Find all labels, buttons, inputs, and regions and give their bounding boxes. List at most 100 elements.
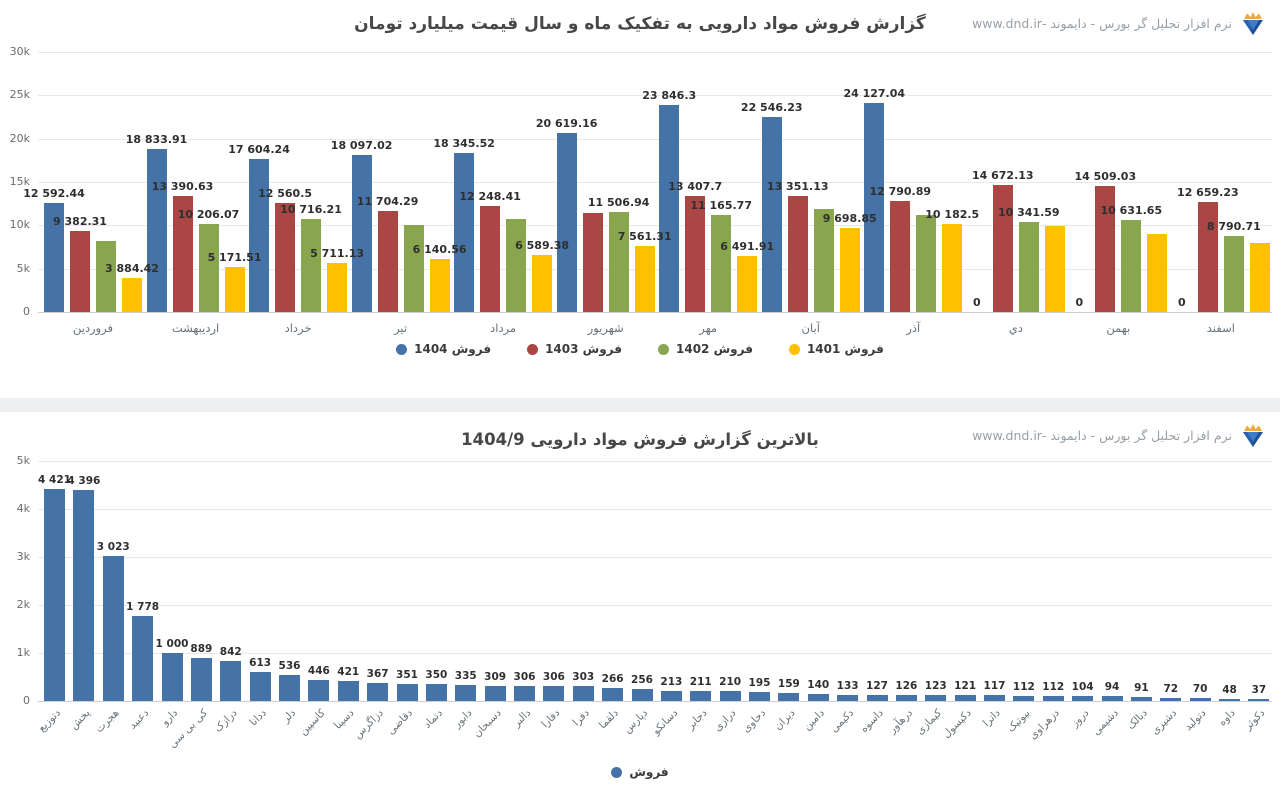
bar[interactable] <box>866 695 888 701</box>
bar[interactable] <box>190 658 212 701</box>
bar[interactable] <box>659 105 680 312</box>
bar[interactable] <box>572 686 594 701</box>
bar[interactable] <box>608 212 629 312</box>
bar[interactable] <box>102 556 124 701</box>
bar[interactable] <box>198 224 219 312</box>
legend-item[interactable]: فروش 1402 <box>658 342 753 356</box>
bar[interactable] <box>711 215 732 312</box>
bar-value-label: 0 <box>972 296 981 309</box>
bar[interactable] <box>249 159 270 312</box>
bar-value-label: 889 <box>190 643 213 655</box>
bar[interactable] <box>1160 698 1182 701</box>
bar[interactable] <box>1044 226 1065 312</box>
bar[interactable] <box>749 692 770 701</box>
bar[interactable] <box>807 694 829 701</box>
bar[interactable] <box>1197 202 1218 312</box>
bar[interactable] <box>506 219 527 312</box>
bar[interactable] <box>44 489 65 701</box>
bar[interactable] <box>224 267 245 312</box>
legend-label: فروش 1402 <box>676 342 753 356</box>
bar[interactable] <box>146 149 167 312</box>
bar[interactable] <box>275 203 296 312</box>
bar[interactable] <box>631 689 653 701</box>
bar[interactable] <box>890 201 911 312</box>
bar[interactable] <box>308 680 330 701</box>
bar[interactable] <box>249 672 271 701</box>
bar[interactable] <box>1249 243 1270 312</box>
bar[interactable] <box>942 224 963 312</box>
bar[interactable] <box>839 228 860 312</box>
legend-item[interactable]: فروش 1403 <box>527 342 622 356</box>
bar[interactable] <box>172 196 193 312</box>
bar[interactable] <box>220 661 242 701</box>
bar[interactable] <box>660 691 682 701</box>
bar[interactable] <box>719 691 741 701</box>
bar[interactable] <box>916 215 937 312</box>
bar[interactable] <box>984 695 1005 701</box>
bar[interactable] <box>44 203 64 312</box>
bar[interactable] <box>73 490 95 701</box>
bar[interactable] <box>351 155 372 312</box>
category-group: 303 دفرا <box>570 461 594 729</box>
bar[interactable] <box>992 185 1013 312</box>
bar[interactable] <box>634 246 655 312</box>
bar[interactable] <box>761 117 782 312</box>
bar[interactable] <box>787 196 808 312</box>
bar-cell: 14 509.03 <box>1075 52 1136 312</box>
bar[interactable] <box>602 688 624 701</box>
bar[interactable] <box>556 133 577 312</box>
y-axis-tick-label: 4k <box>16 502 30 515</box>
bar[interactable] <box>778 693 800 701</box>
bar[interactable] <box>425 684 447 701</box>
bar[interactable] <box>1147 234 1168 312</box>
bar[interactable] <box>279 675 300 701</box>
bar[interactable] <box>301 219 322 312</box>
legend-item[interactable]: فروش 1404 <box>396 342 491 356</box>
bar[interactable] <box>1042 696 1064 701</box>
bar[interactable] <box>1223 236 1244 312</box>
bar[interactable] <box>1121 220 1142 312</box>
bar[interactable] <box>837 695 859 701</box>
bar[interactable] <box>377 211 398 312</box>
bar[interactable] <box>685 196 706 312</box>
x-axis-label: اردیبهشت <box>171 321 220 335</box>
bar[interactable] <box>895 695 917 701</box>
bar[interactable] <box>1101 696 1123 701</box>
bar[interactable] <box>582 213 603 312</box>
bar[interactable] <box>532 255 553 312</box>
bar[interactable] <box>161 653 183 701</box>
bar[interactable] <box>403 225 424 312</box>
bar[interactable] <box>737 256 758 312</box>
bar[interactable] <box>514 686 535 701</box>
legend-item[interactable]: فروش 1401 <box>788 342 884 356</box>
bar[interactable] <box>543 686 565 701</box>
bar[interactable] <box>484 686 506 701</box>
bar[interactable] <box>327 263 348 312</box>
bar[interactable] <box>454 153 475 312</box>
bar[interactable] <box>480 206 501 312</box>
bar[interactable] <box>864 103 885 312</box>
bar[interactable] <box>367 683 389 701</box>
bar[interactable] <box>1013 696 1035 701</box>
bar[interactable] <box>96 241 116 312</box>
bar[interactable] <box>1189 698 1211 701</box>
bar[interactable] <box>1072 696 1094 701</box>
bar[interactable] <box>813 209 834 312</box>
bar[interactable] <box>925 695 947 701</box>
bar[interactable] <box>70 231 90 312</box>
category-group: 0 14 509.03 10 631.65 بهمن <box>1069 52 1168 335</box>
bar[interactable] <box>1018 222 1039 312</box>
bar[interactable] <box>1130 697 1152 701</box>
bar[interactable] <box>429 259 450 312</box>
bar[interactable] <box>337 681 359 701</box>
bar[interactable] <box>122 278 142 312</box>
bar[interactable] <box>396 684 418 701</box>
legend-item[interactable]: فروش <box>611 765 669 779</box>
bar[interactable] <box>132 616 154 701</box>
bar[interactable] <box>690 691 712 701</box>
bar[interactable] <box>954 695 976 701</box>
bar[interactable] <box>1248 699 1270 701</box>
bar[interactable] <box>455 685 477 701</box>
bar[interactable] <box>1095 186 1116 312</box>
bar[interactable] <box>1219 699 1240 701</box>
